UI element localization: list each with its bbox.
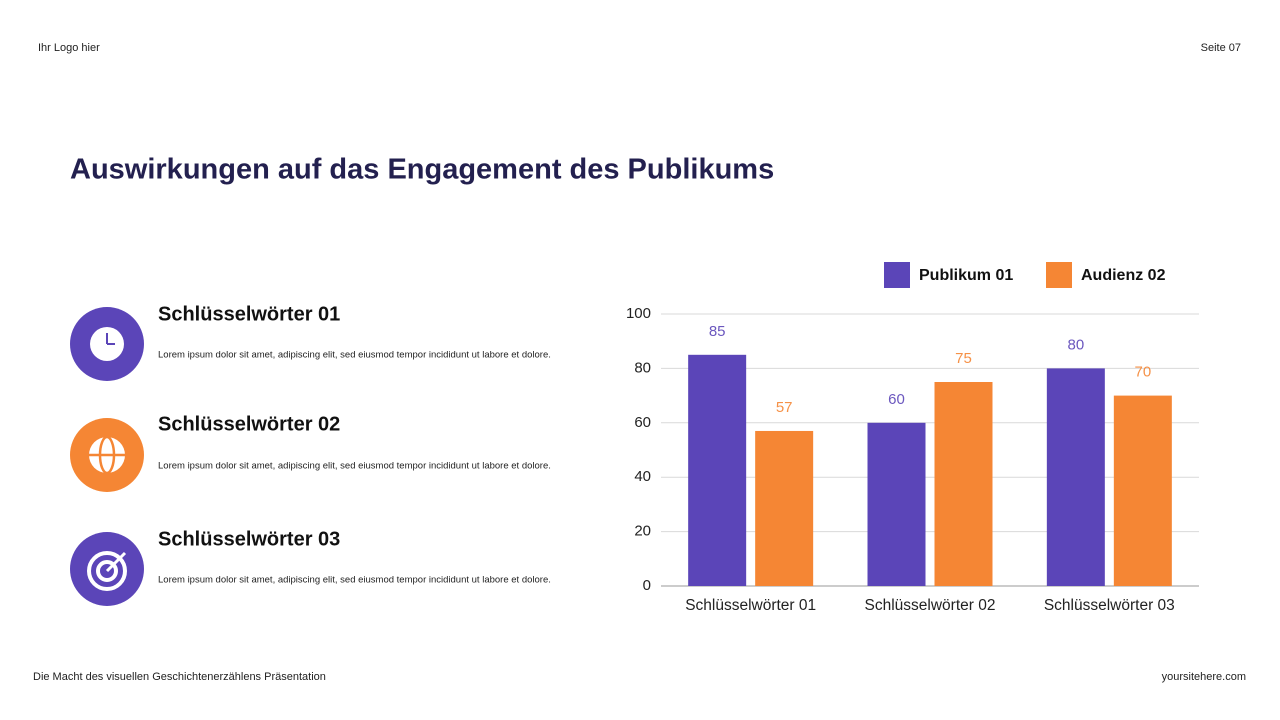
footer-text: Die Macht des visuellen Geschichtenerzäh…	[33, 671, 326, 683]
x-tick-label: Schlüsselwörter 03	[1044, 597, 1175, 614]
bar	[1113, 395, 1172, 586]
y-tick-label: 0	[643, 577, 651, 594]
x-tick-label: Schlüsselwörter 01	[685, 597, 816, 614]
page-number: Seite 07	[1201, 42, 1241, 54]
legend-label: Audienz 02	[1081, 267, 1166, 284]
item-text: Lorem ipsum dolor sit amet, adipiscing e…	[158, 461, 551, 472]
legend-label: Publikum 01	[919, 267, 1013, 284]
value-label: 60	[888, 391, 905, 408]
y-tick-label: 80	[634, 359, 651, 376]
item-title: Schlüsselwörter 02	[158, 413, 340, 435]
bar	[755, 430, 814, 586]
bar	[1046, 368, 1105, 586]
target-icon	[87, 551, 127, 591]
value-label: 57	[776, 399, 793, 416]
x-tick-label: Schlüsselwörter 02	[865, 597, 996, 614]
y-tick-label: 40	[634, 468, 651, 485]
legend-swatch	[1046, 262, 1072, 288]
slide-title: Auswirkungen auf das Engagement des Publ…	[70, 154, 774, 186]
item-title: Schlüsselwörter 01	[158, 303, 340, 325]
item-text: Lorem ipsum dolor sit amet, adipiscing e…	[158, 350, 551, 361]
footer-url: yoursitehere.com	[1162, 671, 1246, 683]
y-tick-label: 20	[634, 523, 651, 540]
bar	[867, 422, 926, 586]
logo: Ihr Logo hier	[38, 42, 100, 54]
value-label: 85	[709, 323, 726, 340]
bar	[934, 382, 993, 586]
target-icon	[96, 560, 118, 582]
item-text: Lorem ipsum dolor sit amet, adipiscing e…	[158, 575, 551, 586]
target-arrow	[105, 551, 127, 573]
item-title: Schlüsselwörter 03	[158, 528, 340, 550]
chart: 0 20 40 60 80 100 Publikum 01 Audienz 02 Schlüss…	[626, 262, 1199, 614]
y-tick-label: 60	[634, 414, 651, 431]
value-label: 75	[955, 350, 972, 367]
value-label: 80	[1067, 336, 1084, 353]
value-label: 70	[1134, 364, 1151, 381]
legend-swatch	[884, 262, 910, 288]
y-tick-label: 100	[626, 305, 651, 322]
bar	[688, 354, 747, 586]
